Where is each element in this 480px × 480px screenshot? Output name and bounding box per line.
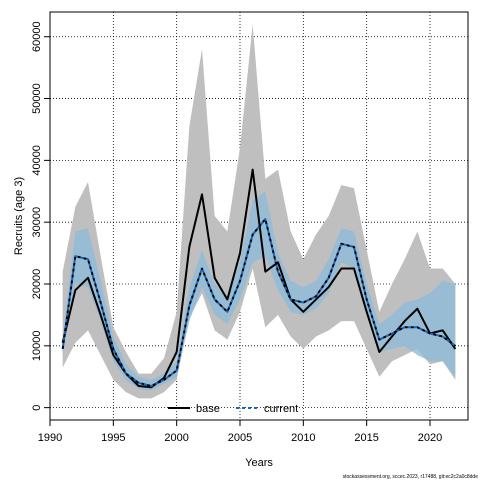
y-tick-label-60000: 60000 (31, 21, 43, 52)
legend-label-base: base (196, 403, 220, 415)
y-tick-label-30000: 30000 (31, 207, 43, 238)
band-current (62, 191, 456, 391)
y-tick-label-20000: 20000 (31, 269, 43, 300)
legend: base current (168, 403, 298, 415)
confidence-bands (62, 24, 456, 399)
x-axis-title: Years (245, 457, 273, 469)
y-tick-label-0: 0 (31, 405, 43, 411)
y-tick-label-10000: 10000 (31, 331, 43, 362)
line-current (61, 218, 456, 387)
line-current-overlay (61, 218, 456, 387)
y-axis: 0 10000 20000 30000 40000 50000 60000 (31, 21, 50, 411)
y-tick-label-50000: 50000 (31, 83, 43, 114)
series-lines (61, 168, 457, 389)
legend-label-current: current (264, 403, 298, 415)
x-tick-label-1995: 1995 (101, 432, 125, 444)
x-tick-label-2000: 2000 (164, 432, 188, 444)
footnote: stockassessment.org, sccec.2023, r17488,… (343, 474, 479, 480)
y-tick-label-40000: 40000 (31, 145, 43, 176)
x-tick-label-1990: 1990 (38, 432, 62, 444)
x-tick-label-2015: 2015 (354, 432, 378, 444)
plot-frame (49, 11, 469, 421)
x-tick-label-2005: 2005 (228, 432, 252, 444)
y-axis-title: Recruits (age 3) (13, 177, 25, 255)
x-tick-label-2020: 2020 (418, 432, 442, 444)
x-axis: 1990 1995 2000 2005 2010 2015 2020 (38, 420, 442, 444)
x-tick-label-2010: 2010 (291, 432, 315, 444)
